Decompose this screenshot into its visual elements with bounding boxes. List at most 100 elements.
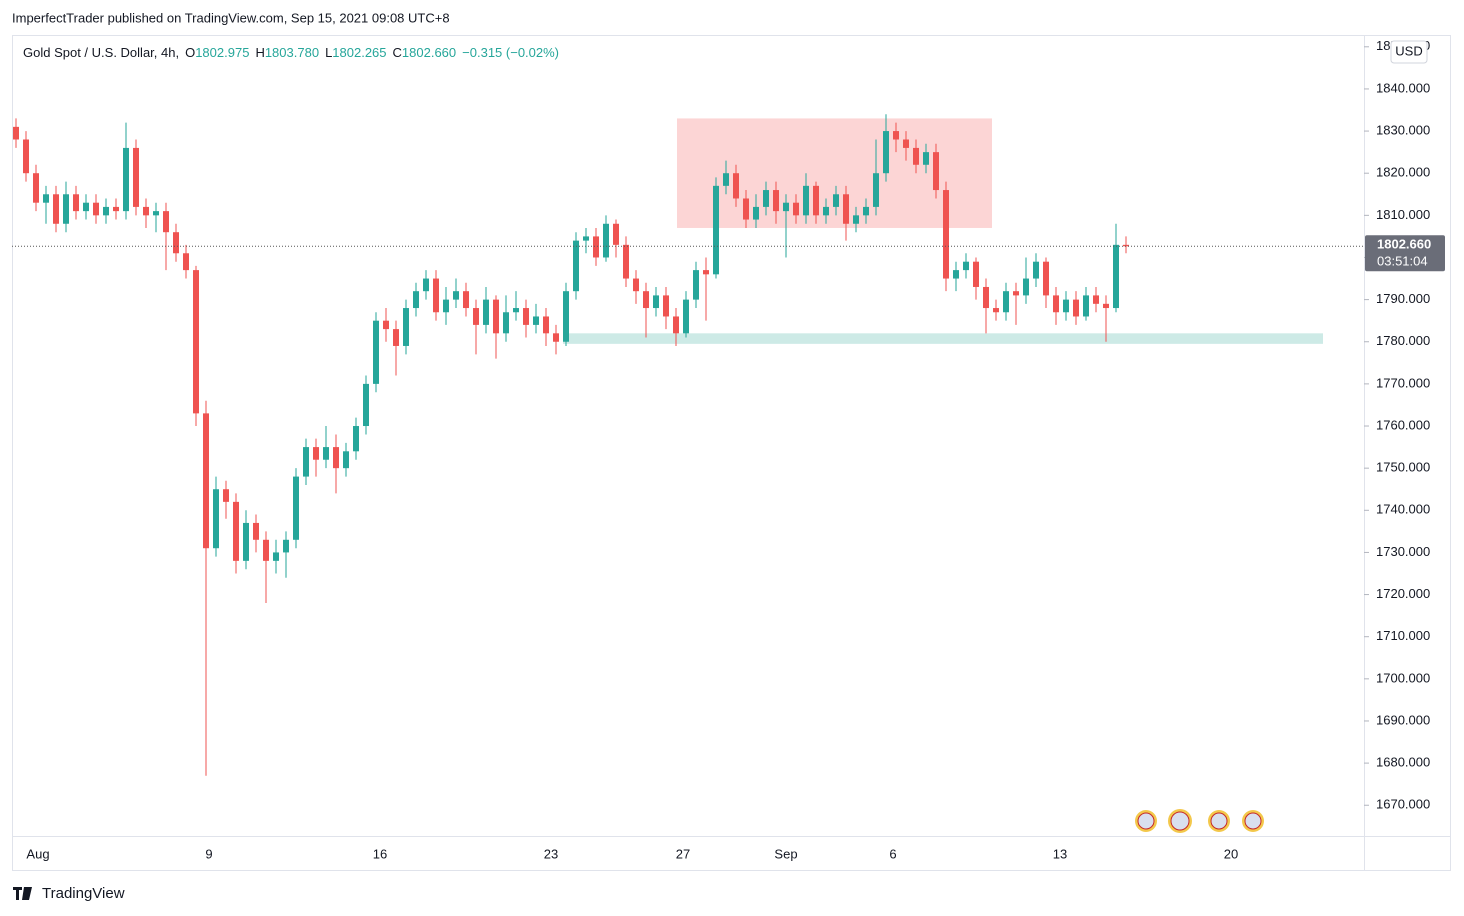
candle-body [733, 173, 739, 199]
logo-mark [13, 887, 32, 900]
candle-body [1083, 295, 1089, 317]
candle-body [543, 316, 549, 334]
candle-body [423, 278, 429, 292]
candle-body [533, 316, 539, 325]
candle-body [973, 261, 979, 287]
candle-body [1033, 261, 1039, 279]
y-tick-label: 1730.000 [1376, 544, 1430, 559]
candle-body [903, 139, 909, 148]
x-tick-label: 23 [544, 846, 558, 861]
y-tick-label: 1830.000 [1376, 123, 1430, 138]
brand: TradingView [42, 885, 125, 902]
candle-body [1053, 295, 1059, 313]
candle-body [43, 194, 49, 203]
candle-body [883, 131, 889, 174]
candle-body [703, 270, 709, 275]
candle-body [1013, 291, 1019, 296]
candle-body [373, 320, 379, 384]
candle-body [773, 190, 779, 212]
candle-body [183, 253, 189, 271]
candle-body [983, 286, 989, 309]
event-icon [1210, 812, 1228, 830]
y-tick-label: 1720.000 [1376, 586, 1430, 601]
candle-body [963, 261, 969, 271]
candle-body [623, 244, 629, 279]
candle-body [723, 173, 729, 186]
x-tick-label: 9 [205, 846, 212, 861]
candle-body [833, 194, 839, 207]
y-tick-label: 1810.000 [1376, 207, 1430, 222]
x-tick-label: 6 [889, 846, 896, 861]
candle-body [1093, 295, 1099, 304]
candle-body [523, 308, 529, 325]
candle-body [503, 312, 509, 334]
candle-body [473, 308, 479, 325]
candle-body [163, 211, 169, 233]
candle-body [863, 206, 869, 216]
candle-body [383, 320, 389, 330]
candle-body [583, 236, 589, 241]
candle-body [243, 522, 249, 561]
candle-body [993, 308, 999, 313]
candle-body [93, 202, 99, 216]
x-tick-label: 27 [676, 846, 690, 861]
candle-body [783, 202, 789, 212]
candle-body [413, 291, 419, 309]
countdown: 03:51:04 [1377, 254, 1428, 269]
legend-part: 1802.975 [195, 45, 249, 60]
candle-body [643, 291, 649, 309]
candle-body [803, 185, 809, 216]
x-tick-label: 13 [1053, 846, 1067, 861]
legend-part: 1802.265 [332, 45, 386, 60]
y-tick-label: 1680.000 [1376, 755, 1430, 770]
candle-body [33, 173, 39, 203]
candle-body [1063, 299, 1069, 313]
x-tick-label: Aug [26, 846, 49, 861]
candle-body [313, 447, 319, 460]
candle-body [753, 206, 759, 220]
candle-body [873, 173, 879, 207]
footer-logo: TradingView [13, 885, 125, 902]
candle-body [13, 126, 19, 140]
candle-body [463, 291, 469, 309]
candle-body [273, 552, 279, 561]
candle-body [403, 308, 409, 346]
candle-body [1003, 291, 1009, 313]
y-tick-label: 1780.000 [1376, 333, 1430, 348]
candle-body [823, 206, 829, 216]
candle-body [563, 291, 569, 342]
candle-body [83, 202, 89, 212]
candle-body [1043, 261, 1049, 296]
last-price-box [1365, 235, 1445, 272]
candle-body [63, 194, 69, 224]
candle-body [933, 152, 939, 191]
candle-body [713, 185, 719, 275]
legend-part: L [325, 45, 332, 60]
candle-body [663, 295, 669, 317]
event-icon [1244, 812, 1262, 830]
candle-body [453, 291, 459, 300]
candle-body [303, 447, 309, 477]
currency: USD [1395, 43, 1422, 58]
legend-part: −0.315 (−0.02%) [462, 45, 559, 60]
candle-body [573, 240, 579, 292]
x-tick-label: Sep [774, 846, 797, 861]
candle-body [73, 194, 79, 212]
publisher: ImperfectTrader published on TradingView… [12, 10, 450, 25]
candle-body [593, 236, 599, 258]
candle-body [143, 206, 149, 216]
candle-body [853, 215, 859, 224]
candle-body [1073, 299, 1079, 317]
candle-body [133, 147, 139, 207]
candle-body [673, 316, 679, 334]
candle-body [203, 413, 209, 549]
candle-body [263, 539, 269, 561]
legend-part: Gold Spot / U.S. Dollar, 4h, [23, 45, 179, 60]
candle-body [603, 223, 609, 258]
y-tick-label: 1690.000 [1376, 712, 1430, 727]
y-tick-label: 1740.000 [1376, 502, 1430, 517]
y-tick-label: 1790.000 [1376, 291, 1430, 306]
y-tick-label: 1770.000 [1376, 375, 1430, 390]
candle-body [213, 489, 219, 549]
candle-body [333, 447, 339, 469]
